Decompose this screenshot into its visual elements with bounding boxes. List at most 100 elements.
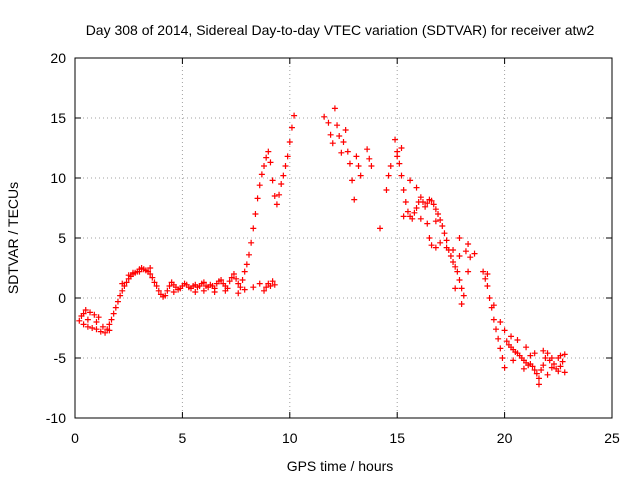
x-tick-label: 25 (604, 430, 620, 446)
data-point (495, 335, 502, 342)
data-point (555, 368, 562, 375)
x-tick-label: 20 (497, 430, 513, 446)
data-point (366, 155, 373, 162)
data-point (254, 195, 261, 202)
data-point (267, 283, 274, 289)
data-point (164, 287, 171, 294)
data-point (364, 146, 371, 153)
data-point (123, 279, 130, 286)
data-point (291, 112, 298, 119)
data-point (443, 244, 450, 251)
data-point (155, 287, 162, 294)
data-point (110, 310, 117, 317)
data-point (559, 358, 566, 365)
data-point (82, 307, 89, 313)
data-point (321, 113, 328, 120)
data-point (456, 253, 463, 259)
data-point (462, 248, 469, 255)
y-tick-labels: -10 -5 0 5 10 15 20 (46, 50, 66, 426)
data-point (520, 365, 527, 372)
data-point (346, 160, 353, 167)
data-point (450, 259, 457, 265)
data-point (192, 289, 199, 295)
data-point (527, 352, 534, 359)
data-point (557, 363, 564, 370)
data-point (510, 357, 517, 364)
data-point (400, 213, 407, 220)
data-point (402, 199, 409, 205)
data-point (514, 337, 521, 343)
data-point (226, 278, 233, 285)
data-point (548, 355, 555, 361)
data-point (432, 206, 439, 213)
data-point (288, 124, 295, 131)
data-point (484, 283, 491, 289)
data-point (284, 153, 291, 160)
data-point (368, 163, 375, 169)
data-point (353, 153, 360, 160)
data-point (508, 333, 515, 340)
data-point (106, 321, 113, 328)
data-point (261, 287, 268, 294)
data-point (540, 347, 547, 354)
data-point (551, 361, 558, 367)
data-point (419, 199, 426, 205)
data-point (499, 355, 506, 361)
data-point (497, 319, 504, 325)
x-axis-label: GPS time / hours (287, 458, 394, 474)
x-tick-label: 5 (179, 430, 187, 446)
data-point (351, 196, 358, 203)
data-point (387, 163, 394, 169)
data-point (411, 209, 418, 216)
plot-frame (74, 57, 613, 419)
data-point (357, 172, 364, 179)
data-point (426, 235, 433, 241)
data-point (84, 323, 91, 330)
data-point (484, 271, 491, 277)
data-point (497, 345, 504, 352)
grid-lines (75, 58, 612, 418)
data-point (245, 251, 252, 258)
data-point (456, 277, 463, 283)
data-point (355, 163, 362, 169)
data-point (261, 163, 268, 169)
y-tick-label: 10 (50, 170, 66, 186)
data-point (162, 292, 169, 299)
y-tick-label: 20 (50, 50, 66, 66)
data-point (331, 105, 338, 112)
data-point (269, 177, 276, 184)
data-point (200, 287, 207, 294)
data-point (540, 362, 547, 369)
data-point (424, 200, 431, 207)
data-point (336, 133, 343, 139)
data-point (535, 375, 542, 382)
data-point (170, 289, 177, 295)
data-point (233, 275, 240, 282)
data-point (398, 172, 405, 179)
data-point (394, 153, 401, 160)
data-point (460, 292, 467, 299)
data-point (125, 272, 132, 279)
data-point (263, 154, 270, 161)
data-point (278, 181, 285, 187)
data-point (417, 194, 424, 201)
data-point (452, 263, 459, 270)
data-point (467, 254, 474, 261)
data-point (93, 326, 100, 333)
data-point (447, 253, 454, 259)
data-point (430, 201, 437, 208)
data-point (211, 289, 218, 295)
data-point (91, 311, 98, 318)
data-points (76, 105, 568, 388)
data-point (424, 220, 431, 227)
data-point (334, 122, 341, 129)
data-point (340, 139, 347, 145)
data-point (114, 298, 121, 305)
data-point (329, 140, 336, 147)
data-point (151, 279, 158, 286)
data-point (119, 287, 126, 294)
data-point (503, 338, 510, 345)
data-point (531, 350, 538, 357)
data-point (439, 223, 446, 229)
